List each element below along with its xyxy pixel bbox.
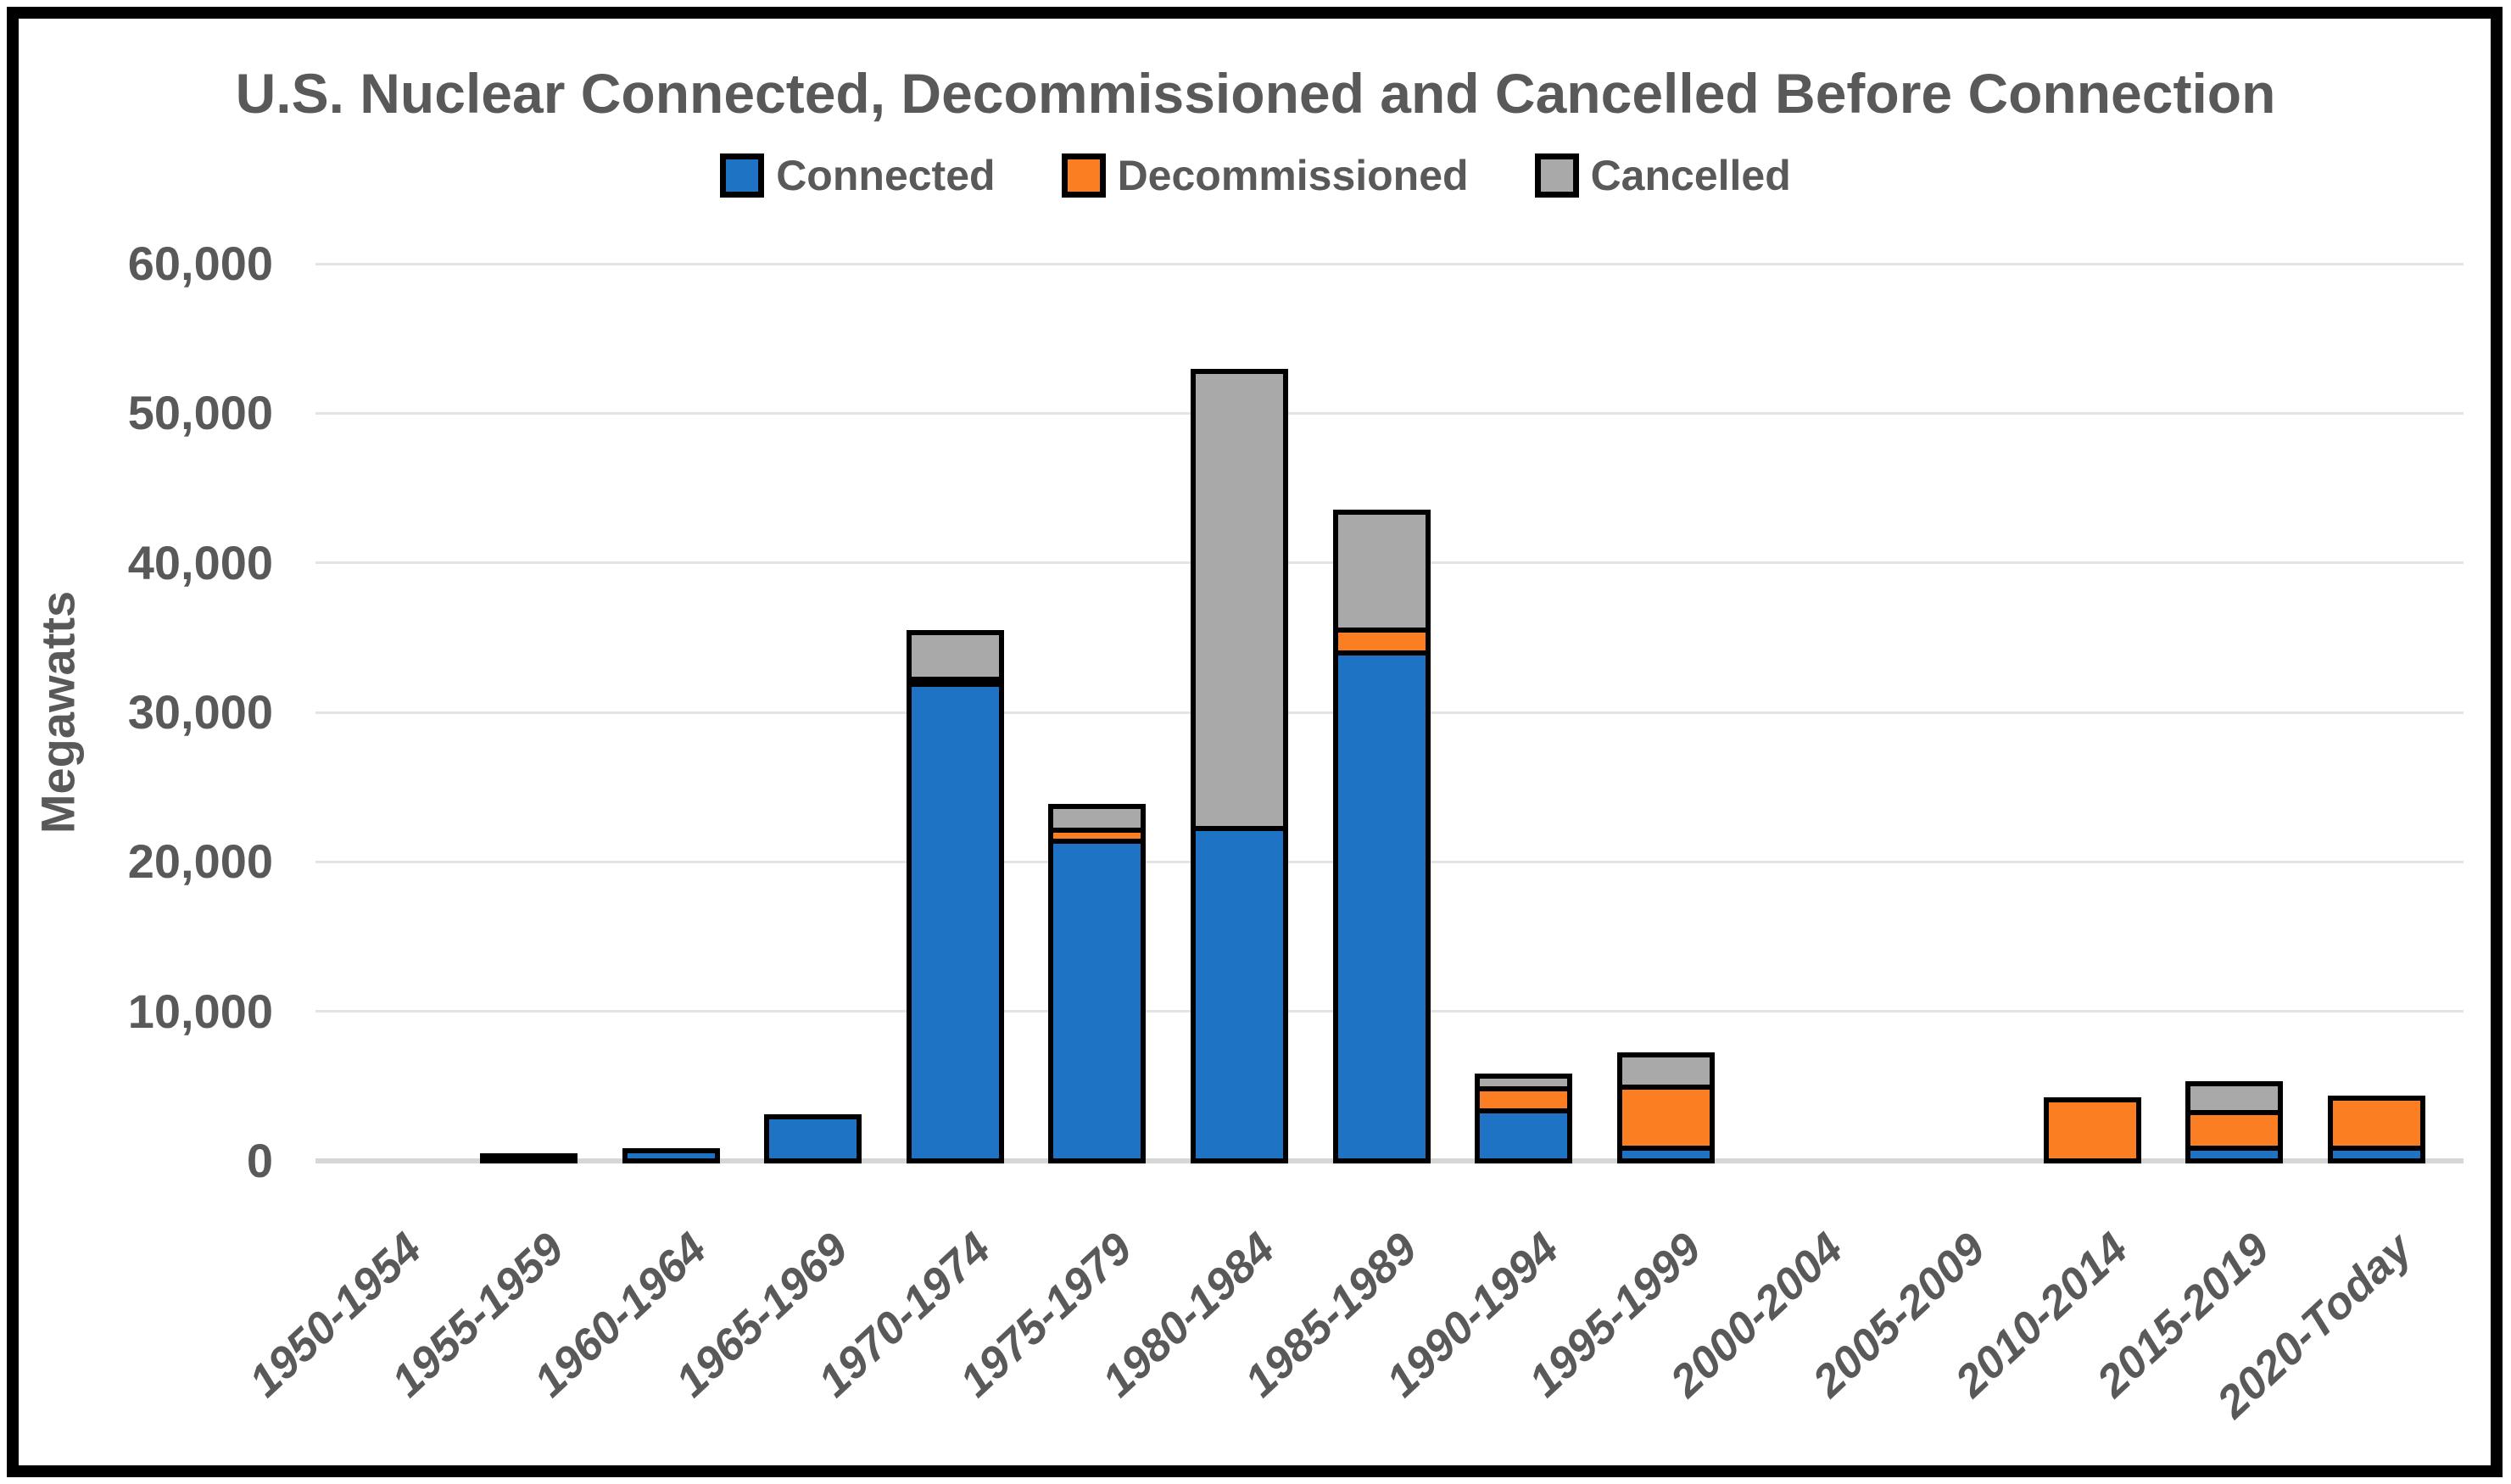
legend-label: Connected — [776, 152, 996, 199]
legend-item-cancelled: Cancelled — [1534, 151, 1791, 200]
bar-group-2010-2014 — [2043, 1097, 2141, 1163]
legend-item-connected: Connected — [720, 151, 996, 200]
bar-segment-connected-2020-Today — [2327, 1145, 2425, 1163]
legend-label: Cancelled — [1590, 152, 1791, 199]
bar-segment-connected-1990-1994 — [1475, 1107, 1573, 1163]
bar-segment-cancelled-1995-1999 — [1616, 1052, 1715, 1091]
bar-group-2015-2019 — [2185, 1080, 2284, 1163]
gridline — [315, 411, 2464, 415]
bar-group-1955-1959 — [479, 1153, 578, 1163]
legend-swatch-icon — [1534, 153, 1579, 198]
y-tick-label: 30,000 — [127, 685, 273, 739]
legend-item-decommissioned: Decommissioned — [1061, 151, 1469, 200]
bar-segment-cancelled-1970-1974 — [906, 629, 1004, 683]
bar-segment-cancelled-2015-2019 — [2185, 1080, 2284, 1116]
y-tick-label: 50,000 — [127, 386, 273, 440]
bar-segment-connected-2015-2019 — [2185, 1145, 2284, 1163]
bar-group-1985-1989 — [1332, 510, 1431, 1163]
chart-title: U.S. Nuclear Connected, Decommissioned a… — [235, 62, 2276, 125]
bar-group-1980-1984 — [1190, 368, 1288, 1163]
y-tick-label: 40,000 — [127, 535, 273, 589]
bar-segment-connected-1965-1969 — [764, 1113, 862, 1163]
bar-segment-cancelled-1980-1984 — [1190, 368, 1288, 831]
bar-segment-connected-1995-1999 — [1616, 1145, 1715, 1163]
legend-swatch-icon — [720, 153, 765, 198]
gridline — [315, 262, 2464, 265]
y-tick-label: 0 — [246, 1134, 273, 1187]
bar-segment-connected-1985-1989 — [1332, 650, 1431, 1163]
bar-segment-decommissioned-2015-2019 — [2185, 1110, 2284, 1151]
y-tick-label: 60,000 — [127, 237, 273, 290]
legend: Connected Decommissioned Cancelled — [0, 151, 2511, 200]
bar-segment-cancelled-1985-1989 — [1332, 510, 1431, 633]
bar-segment-decommissioned-2020-Today — [2327, 1095, 2425, 1151]
bar-group-1990-1994 — [1475, 1073, 1573, 1163]
bar-segment-connected-1960-1964 — [622, 1148, 720, 1163]
bar-segment-connected-1955-1959 — [479, 1153, 578, 1163]
bar-segment-connected-1970-1974 — [906, 682, 1004, 1163]
y-tick-label: 20,000 — [127, 834, 273, 889]
bar-group-1965-1969 — [764, 1113, 862, 1163]
bar-group-2020-Today — [2327, 1095, 2425, 1163]
bar-group-1970-1974 — [906, 629, 1004, 1163]
bar-segment-connected-1980-1984 — [1190, 825, 1288, 1163]
bar-group-1960-1964 — [622, 1148, 720, 1163]
bar-group-1975-1979 — [1048, 804, 1147, 1163]
bar-segment-decommissioned-1995-1999 — [1616, 1085, 1715, 1151]
legend-swatch-icon — [1061, 153, 1106, 198]
bar-segment-connected-1975-1979 — [1048, 839, 1147, 1163]
bar-group-1995-1999 — [1616, 1052, 1715, 1163]
bar-segment-decommissioned-2010-2014 — [2043, 1097, 2141, 1163]
y-tick-label: 10,000 — [127, 984, 273, 1038]
legend-label: Decommissioned — [1117, 152, 1469, 199]
